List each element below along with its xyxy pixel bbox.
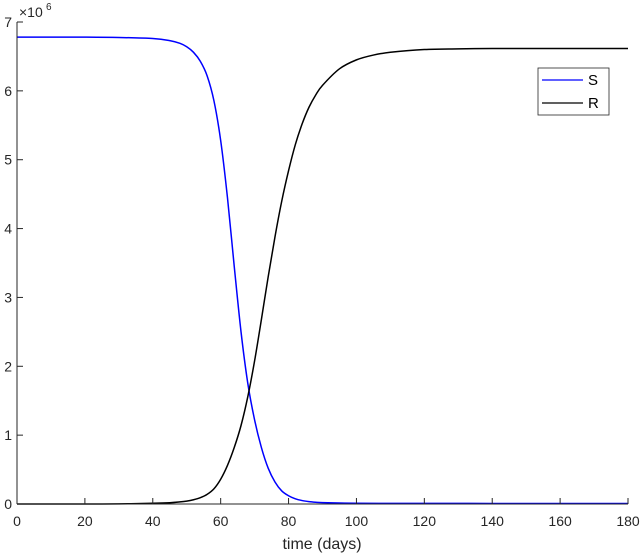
y-ticks: 0 1 2 3 4 5 6 7	[4, 14, 23, 512]
y-exponent-power: 6	[46, 2, 52, 13]
y-tick-label: 2	[4, 358, 12, 374]
x-ticks: 0 20 40 60 80 100 120 140 160 180	[13, 498, 640, 529]
x-tick-label: 60	[213, 513, 229, 529]
x-tick-label: 160	[548, 513, 572, 529]
plot-area	[17, 22, 629, 505]
y-exponent-label: ×10 6	[19, 2, 52, 20]
x-tick-label: 140	[481, 513, 505, 529]
legend-label-r: R	[588, 95, 599, 112]
series-line-s	[17, 36, 629, 505]
y-tick-label: 6	[4, 83, 12, 99]
x-tick-label: 80	[281, 513, 297, 529]
x-tick-label: 180	[616, 513, 640, 529]
legend-label-s: S	[588, 72, 598, 89]
series-group	[17, 36, 629, 505]
x-tick-label: 120	[413, 513, 437, 529]
plot-background	[17, 22, 628, 504]
axes	[16, 22, 628, 505]
y-tick-label: 0	[4, 496, 12, 512]
y-tick-label: 5	[4, 152, 12, 168]
x-tick-label: 0	[13, 513, 21, 529]
x-tick-label: 100	[345, 513, 369, 529]
x-axis-label: time (days)	[282, 536, 361, 553]
legend: S R	[537, 67, 610, 116]
y-tick-label: 4	[4, 221, 12, 237]
x-tick-label: 40	[145, 513, 161, 529]
y-exponent-base: ×10	[19, 4, 43, 20]
series-line-r	[17, 47, 628, 505]
legend-box	[537, 67, 610, 116]
y-tick-label: 7	[4, 14, 12, 30]
y-tick-label: 3	[4, 289, 12, 305]
y-tick-label: 1	[4, 427, 12, 443]
x-tick-label: 20	[77, 513, 93, 529]
